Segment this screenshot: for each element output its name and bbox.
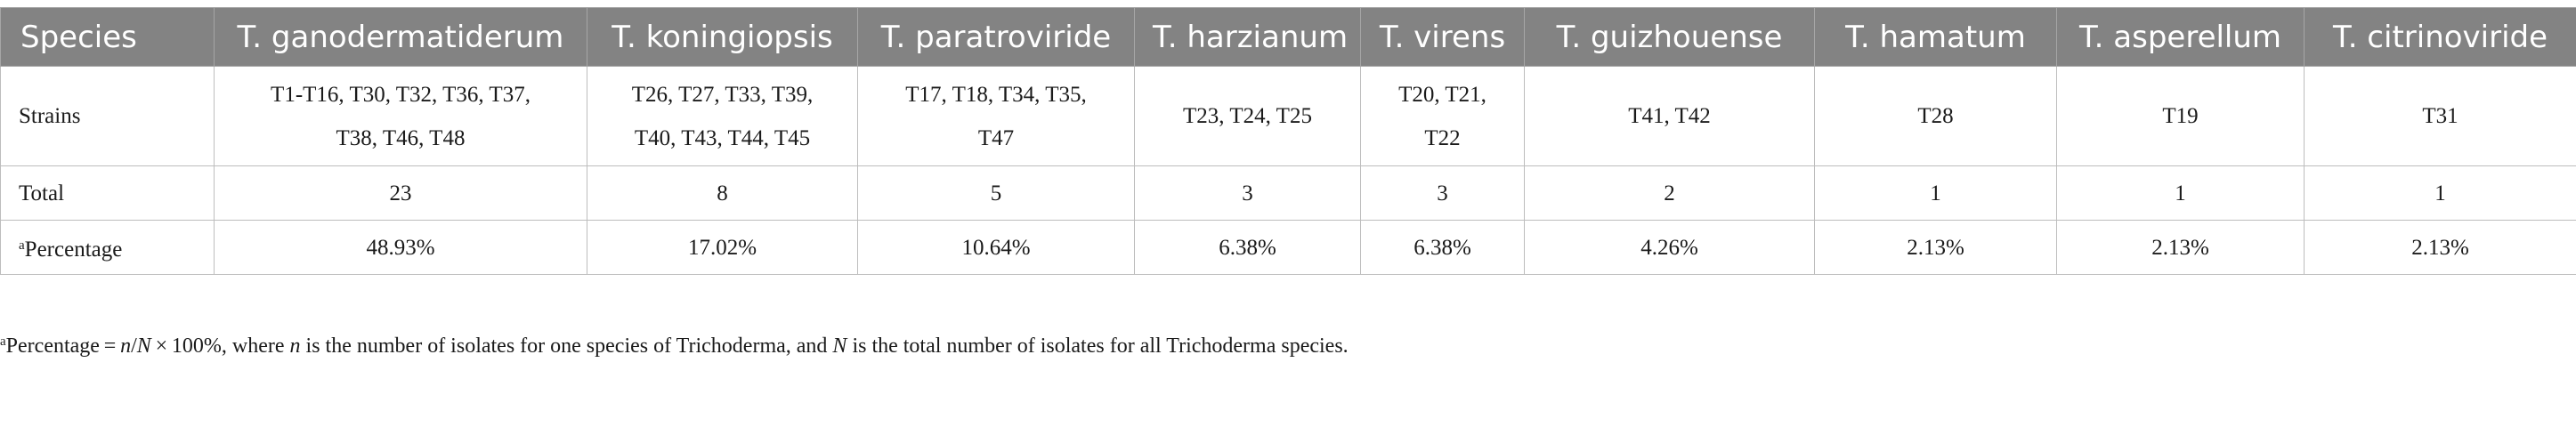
header-species-name: T. citrinoviride (2304, 7, 2576, 67)
footnote-variable: n (289, 334, 301, 358)
footnote-text: / (131, 334, 137, 358)
table-cell-percentage: 4.26% (1524, 220, 1815, 275)
table-cell-strains: T17, T18, T34, T35, T47 (857, 66, 1135, 166)
table-row-strains: Strains T1-T16, T30, T32, T36, T37, T38, … (0, 66, 2576, 166)
footnote-variable: n (120, 334, 132, 358)
header-species-name: T. ganodermatiderum (214, 7, 587, 67)
header-species-name: T. asperellum (2056, 7, 2305, 67)
table-cell-total: 23 (214, 165, 587, 221)
table-cell-total: 3 (1360, 165, 1525, 221)
table-cell-total: 5 (857, 165, 1135, 221)
table-row-total: Total 23 8 5 3 3 2 1 1 1 (0, 165, 2576, 221)
table-cell-total: 2 (1524, 165, 1815, 221)
table-cell-strains: T1-T16, T30, T32, T36, T37, T38, T46, T48 (214, 66, 587, 166)
table-cell-strains: T28 (1814, 66, 2057, 166)
row-label-text: Percentage (24, 237, 123, 262)
table-row-percentage: aPercentage 48.93% 17.02% 10.64% 6.38% 6… (0, 220, 2576, 275)
row-label-strains: Strains (0, 66, 215, 166)
table-header-row: Species T. ganodermatiderum T. koningiop… (0, 7, 2576, 67)
cell-line: T40, T43, T44, T45 (634, 125, 811, 150)
header-species: Species (0, 7, 215, 67)
row-label-total: Total (0, 165, 215, 221)
table-cell-total: 1 (2304, 165, 2576, 221)
cell-line: T1-T16, T30, T32, T36, T37, (271, 82, 531, 107)
table-cell-percentage: 2.13% (2304, 220, 2576, 275)
header-species-name: T. paratroviride (857, 7, 1135, 67)
table-cell-percentage: 6.38% (1360, 220, 1525, 275)
cell-line: T22 (1424, 125, 1461, 150)
header-species-name: T. harzianum (1134, 7, 1361, 67)
footnote-marker: a (0, 334, 6, 349)
table-cell-percentage: 2.13% (2056, 220, 2305, 275)
table-cell-strains: T19 (2056, 66, 2305, 166)
footnote-text: × 100%, where (150, 334, 290, 358)
table-cell-total: 8 (587, 165, 858, 221)
table-cell-percentage: 6.38% (1134, 220, 1361, 275)
cell-line: T47 (977, 125, 1015, 150)
table-cell-strains: T31 (2304, 66, 2576, 166)
footnote-variable: N (832, 334, 847, 358)
table-cell-strains: T20, T21, T22 (1360, 66, 1525, 166)
table-cell-total: 3 (1134, 165, 1361, 221)
table-cell-total: 1 (1814, 165, 2057, 221)
footnote-variable: N (136, 334, 151, 358)
cell-line: T17, T18, T34, T35, (905, 82, 1087, 107)
header-species-name: T. hamatum (1814, 7, 2057, 67)
header-species-name: T. guizhouense (1524, 7, 1815, 67)
footnote-text: Percentage = (5, 334, 121, 358)
table-cell-percentage: 17.02% (587, 220, 858, 275)
species-distribution-table: Species T. ganodermatiderum T. koningiop… (0, 7, 2576, 275)
cell-line: T26, T27, T33, T39, (631, 82, 814, 107)
table-cell-total: 1 (2056, 165, 2305, 221)
row-label-percentage: aPercentage (0, 220, 215, 275)
table-footnote: aPercentage = n/N × 100%, where n is the… (0, 334, 1349, 359)
table-cell-strains: T41, T42 (1524, 66, 1815, 166)
cell-line: T20, T21, (1398, 82, 1486, 107)
table-cell-percentage: 10.64% (857, 220, 1135, 275)
table-cell-strains: T26, T27, T33, T39, T40, T43, T44, T45 (587, 66, 858, 166)
footnote-text: is the number of isolates for one specie… (300, 334, 833, 358)
cell-line: T38, T46, T48 (336, 125, 466, 150)
table-cell-percentage: 2.13% (1814, 220, 2057, 275)
table-cell-percentage: 48.93% (214, 220, 587, 275)
table-cell-strains: T23, T24, T25 (1134, 66, 1361, 166)
header-species-name: T. virens (1360, 7, 1525, 67)
footnote-marker: a (19, 238, 25, 253)
footnote-text: is the total number of isolates for all … (847, 334, 1349, 358)
header-species-name: T. koningiopsis (587, 7, 858, 67)
